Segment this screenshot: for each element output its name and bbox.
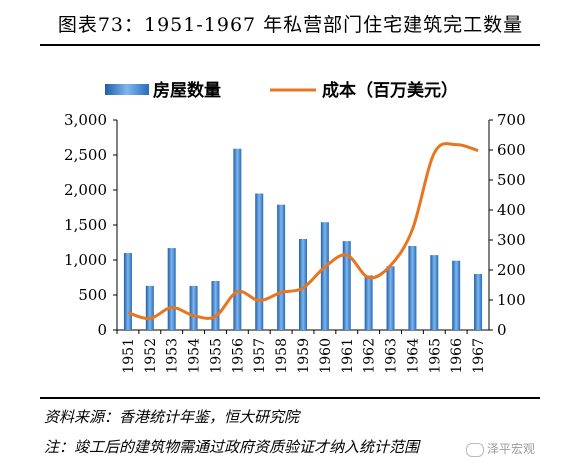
x-tick-label: 1960 bbox=[318, 338, 334, 374]
right-tick-label: 400 bbox=[497, 201, 526, 219]
right-tick-label: 0 bbox=[497, 321, 507, 339]
left-tick-label: 3,000 bbox=[64, 111, 107, 129]
footer-rule bbox=[40, 397, 540, 399]
chart-svg: 0 500 1,000 1,500 2,000 2,500 3,000 0 100 200 300 4… bbox=[64, 80, 526, 374]
right-tick-label: 100 bbox=[497, 291, 526, 309]
bar-1959 bbox=[299, 239, 307, 330]
left-tick-label: 0 bbox=[97, 321, 107, 339]
bar-1961 bbox=[342, 241, 351, 330]
wechat-icon bbox=[466, 442, 484, 457]
source-text: 资料来源：香港统计年鉴，恒大研究院 bbox=[44, 408, 300, 426]
title-rule bbox=[40, 44, 540, 46]
watermark: 泽平宏观 bbox=[466, 440, 535, 457]
bar-1964 bbox=[408, 246, 417, 330]
x-tick-label: 1965 bbox=[427, 338, 443, 374]
watermark-text: 泽平宏观 bbox=[487, 442, 536, 456]
x-tick-label: 1959 bbox=[296, 338, 312, 374]
right-tick-label: 500 bbox=[497, 171, 526, 189]
bar-1966 bbox=[452, 260, 461, 330]
left-tick-label: 2,000 bbox=[64, 181, 107, 199]
x-tick-label: 1964 bbox=[405, 338, 421, 374]
x-tick-label: 1958 bbox=[274, 338, 290, 374]
right-tick-label: 300 bbox=[497, 231, 526, 249]
legend-bar-swatch bbox=[105, 84, 149, 95]
x-tick-label: 1966 bbox=[449, 338, 465, 374]
bar-1965 bbox=[430, 255, 439, 330]
bar-1960 bbox=[320, 222, 329, 330]
bar-1958 bbox=[277, 204, 286, 330]
x-tick-label: 1956 bbox=[230, 338, 246, 374]
bar-1962 bbox=[364, 275, 373, 330]
bar-1955 bbox=[211, 281, 220, 330]
note-text: 注：竣工后的建筑物需通过政府资质验证才纳入统计范围 bbox=[44, 438, 420, 456]
x-tick-label: 1953 bbox=[165, 338, 181, 374]
bar-1956 bbox=[233, 148, 242, 330]
bar-1954 bbox=[189, 285, 198, 330]
x-tick-label: 1961 bbox=[340, 338, 356, 374]
left-tick-label: 1,000 bbox=[64, 251, 107, 269]
legend-bar-label: 房屋数量 bbox=[153, 80, 221, 101]
x-tick-label: 1952 bbox=[143, 338, 159, 374]
x-tick-label: 1962 bbox=[362, 338, 378, 374]
x-tick-label: 1963 bbox=[384, 338, 400, 374]
x-tick-label: 1955 bbox=[208, 338, 224, 374]
x-tick-label: 1967 bbox=[471, 338, 487, 374]
bar-1957 bbox=[255, 193, 264, 330]
bar-1967 bbox=[474, 274, 483, 330]
right-tick-label: 700 bbox=[497, 111, 526, 129]
bar-1953 bbox=[167, 248, 176, 330]
x-tick-label: 1951 bbox=[121, 338, 137, 374]
right-tick-label: 200 bbox=[497, 261, 526, 279]
right-tick-label: 600 bbox=[497, 141, 526, 159]
chart-title: 图表73：1951-1967 年私营部门住宅建筑完工数量 bbox=[57, 14, 524, 36]
left-tick-label: 500 bbox=[78, 286, 107, 304]
left-tick-label: 1,500 bbox=[64, 216, 107, 234]
x-tick-label: 1954 bbox=[187, 338, 203, 374]
bar-1951 bbox=[123, 253, 132, 330]
left-tick-label: 2,500 bbox=[64, 146, 107, 164]
legend-line-label: 成本（百万美元） bbox=[322, 80, 458, 101]
x-tick-label: 1957 bbox=[252, 338, 268, 374]
bar-1963 bbox=[386, 266, 395, 330]
bar-1952 bbox=[145, 285, 154, 330]
